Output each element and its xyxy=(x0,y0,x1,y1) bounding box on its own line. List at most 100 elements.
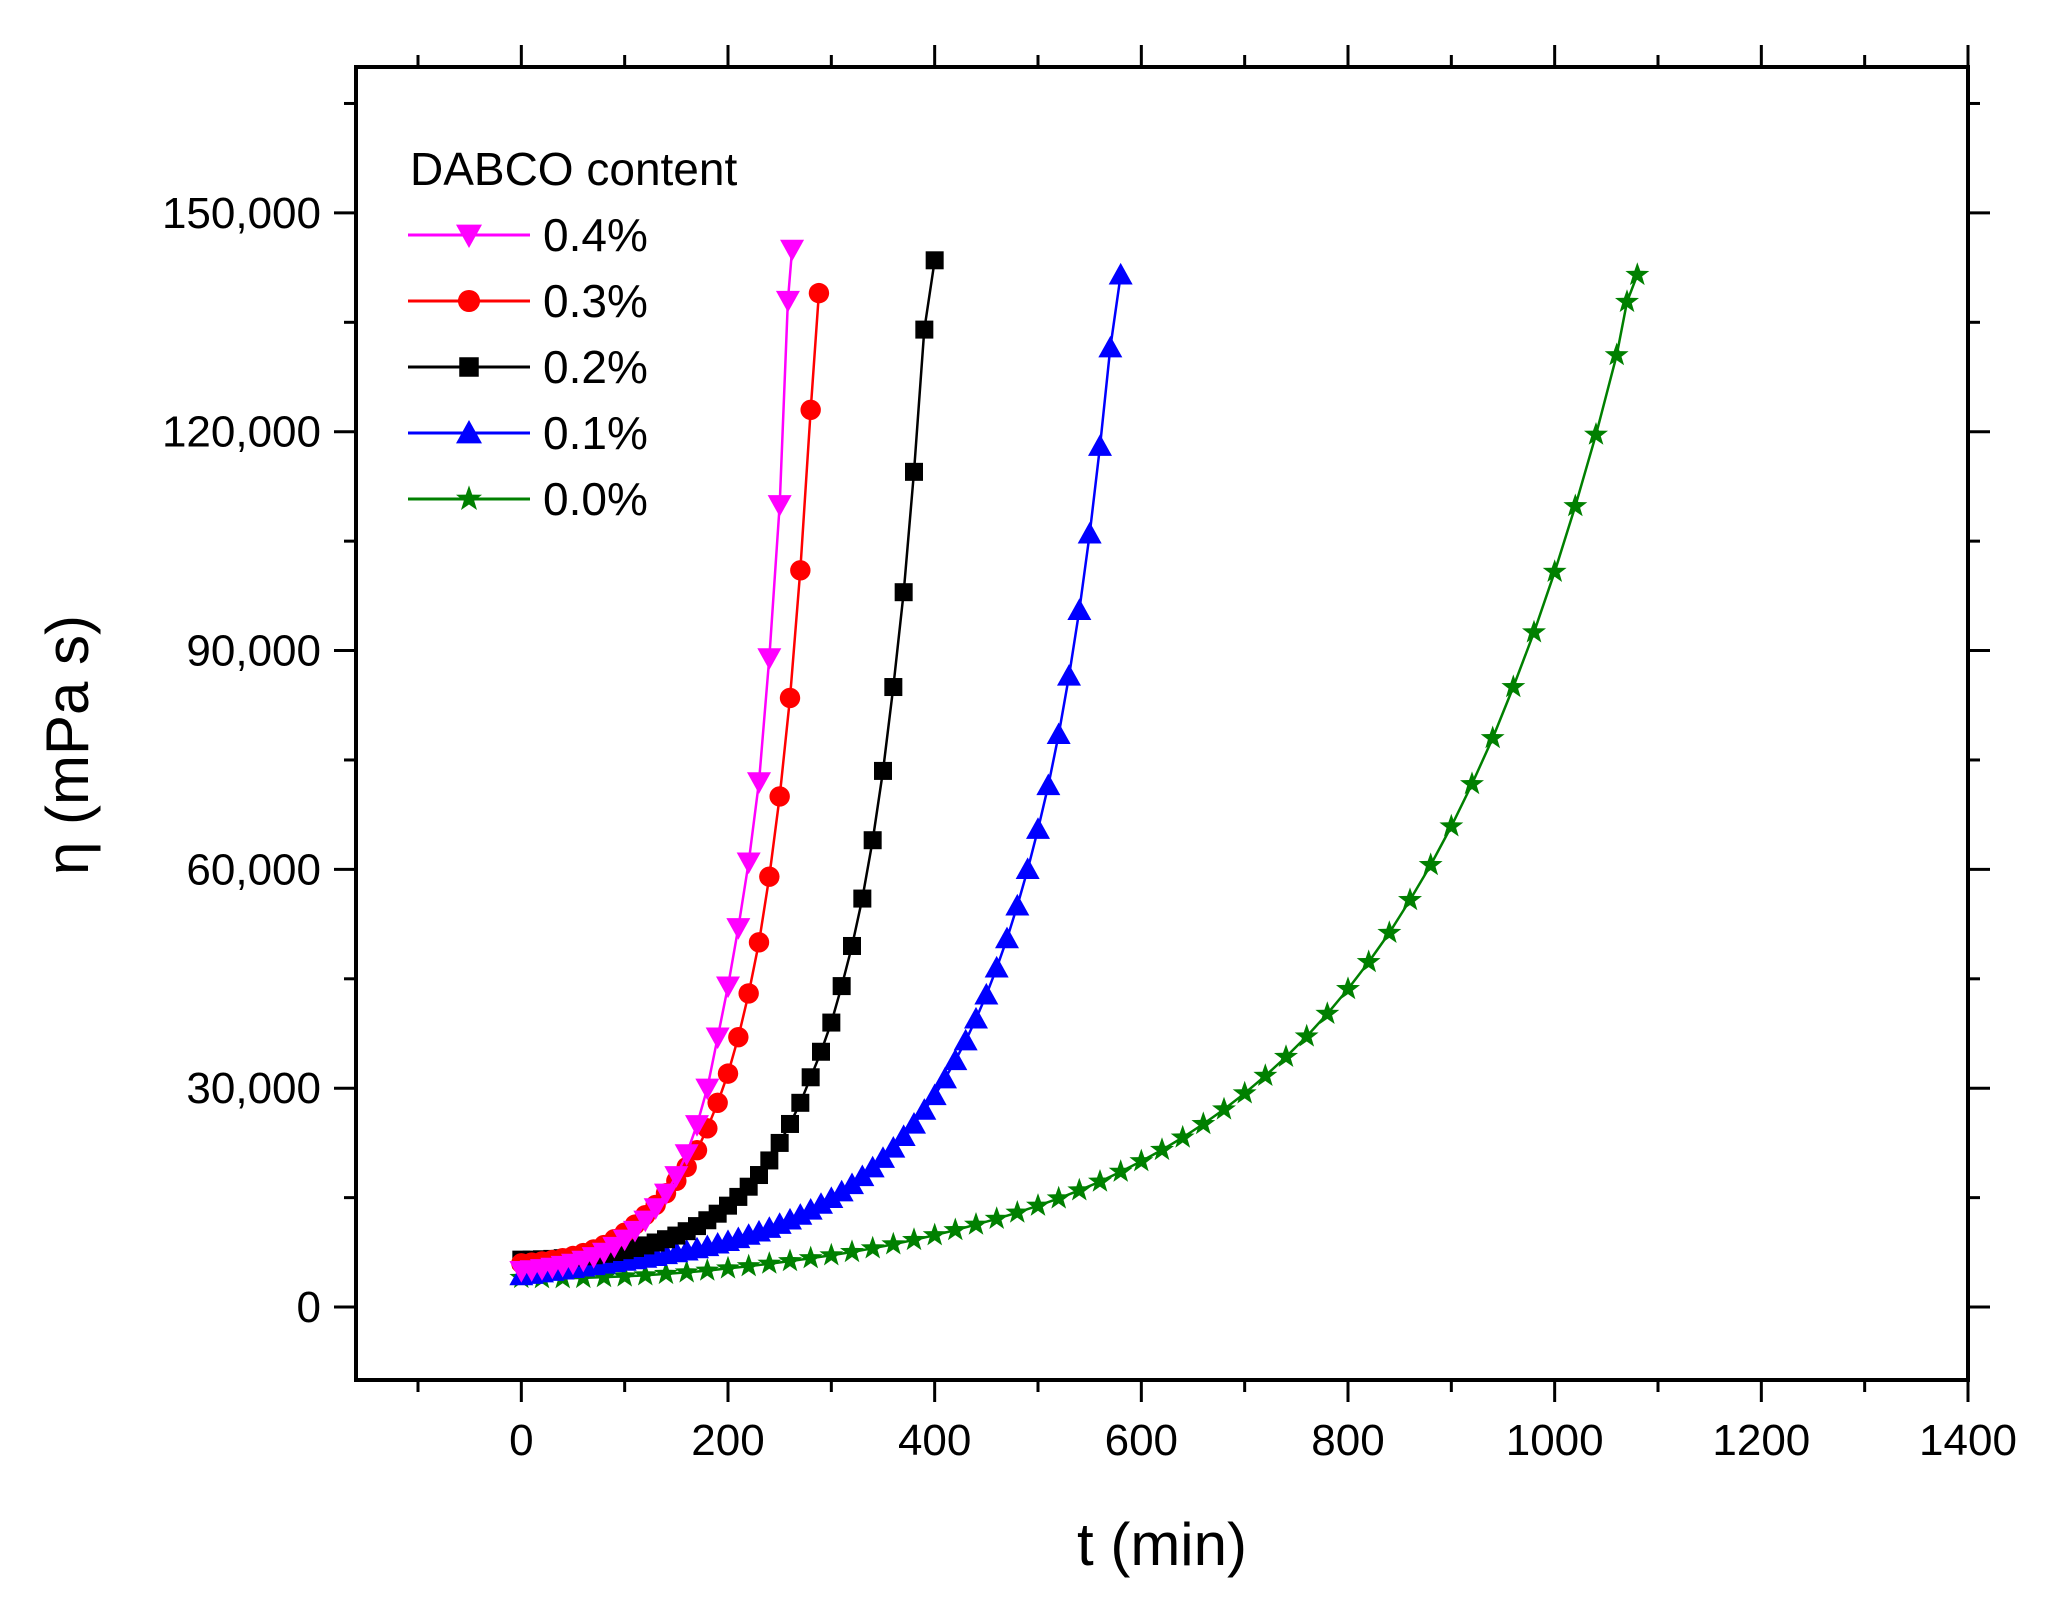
data-point xyxy=(912,1098,937,1120)
data-point xyxy=(922,1083,947,1106)
data-point xyxy=(984,955,1009,978)
x-tick-label: 600 xyxy=(1105,1416,1178,1465)
data-point xyxy=(809,1192,833,1214)
data-point xyxy=(775,290,800,313)
data-point xyxy=(1625,262,1650,286)
data-point xyxy=(654,1261,678,1285)
series-0-1pct xyxy=(509,262,1133,1286)
data-point xyxy=(592,1264,616,1288)
data-point xyxy=(1057,664,1081,686)
data-point xyxy=(623,1220,647,1243)
x-tick-label: 0 xyxy=(509,1416,533,1465)
data-point xyxy=(822,1013,841,1032)
data-point xyxy=(800,399,821,421)
data-point xyxy=(612,1263,637,1287)
data-point xyxy=(456,224,482,248)
series-0-2pct xyxy=(512,251,944,1269)
x-tick-label: 400 xyxy=(898,1416,971,1465)
data-point xyxy=(757,648,782,670)
data-point xyxy=(456,485,482,510)
data-point xyxy=(1088,1169,1112,1192)
data-point xyxy=(1005,1200,1030,1223)
legend-entry: 0.3% xyxy=(408,275,648,327)
data-point xyxy=(798,1245,823,1269)
data-point xyxy=(779,687,801,709)
data-point xyxy=(1584,422,1608,445)
data-point xyxy=(716,1255,740,1279)
data-point xyxy=(736,852,761,875)
data-point xyxy=(1067,1177,1092,1201)
data-point xyxy=(1026,817,1050,839)
data-point xyxy=(832,977,851,996)
data-point xyxy=(819,1186,844,1208)
y-tick-label: 90,000 xyxy=(186,627,321,676)
legend-entry: 0.2% xyxy=(408,341,648,393)
data-point xyxy=(791,1093,810,1112)
data-point xyxy=(750,1166,768,1185)
data-point xyxy=(905,462,923,481)
data-point xyxy=(757,1251,782,1274)
data-point xyxy=(812,1042,830,1061)
data-point xyxy=(705,1027,730,1050)
data-point xyxy=(459,357,479,377)
data-point xyxy=(891,1124,916,1146)
legend-title: DABCO content xyxy=(410,143,737,195)
data-point xyxy=(943,1048,968,1071)
legend-label: 0.0% xyxy=(543,473,648,525)
legend-entry: 0.1% xyxy=(408,407,648,459)
data-point xyxy=(863,831,882,850)
data-point xyxy=(1232,1080,1257,1104)
data-point xyxy=(1129,1148,1154,1172)
data-point xyxy=(456,420,482,444)
data-point xyxy=(747,772,771,794)
data-point xyxy=(995,926,1019,949)
data-point xyxy=(1150,1137,1174,1161)
data-point xyxy=(881,1136,906,1158)
legend: DABCO content 0.4% 0.3% 0.2% 0.1% 0.0% xyxy=(408,143,737,525)
legend-label: 0.1% xyxy=(543,407,648,459)
y-tick-label: 150,000 xyxy=(162,189,321,238)
data-point xyxy=(953,1028,978,1051)
data-point xyxy=(695,1258,720,1281)
legend-label: 0.2% xyxy=(543,341,648,393)
data-point xyxy=(840,1239,864,1263)
data-point xyxy=(933,1066,957,1089)
data-point xyxy=(1480,725,1505,749)
data-point xyxy=(925,251,944,270)
data-point xyxy=(1170,1124,1195,1148)
data-point xyxy=(716,976,740,999)
data-point xyxy=(767,495,792,517)
data-point xyxy=(1077,521,1102,544)
data-point xyxy=(770,1133,789,1152)
data-point xyxy=(1046,1185,1071,1209)
data-point xyxy=(1036,773,1061,796)
data-point xyxy=(717,1063,739,1084)
data-point xyxy=(1563,493,1588,517)
data-point xyxy=(1108,1159,1133,1182)
data-point xyxy=(902,1227,926,1251)
data-point xyxy=(780,239,805,262)
plot-frame xyxy=(354,65,1970,1382)
data-point xyxy=(1604,342,1629,366)
data-point xyxy=(728,1026,749,1048)
data-point xyxy=(1418,852,1443,876)
data-point xyxy=(884,678,903,697)
data-point xyxy=(1067,598,1092,621)
x-tick-label: 1000 xyxy=(1506,1416,1604,1465)
data-point xyxy=(1015,857,1040,879)
data-point xyxy=(843,936,861,955)
y-tick-label: 120,000 xyxy=(162,408,321,457)
data-point xyxy=(643,1198,668,1220)
data-point xyxy=(1046,722,1071,745)
series-line xyxy=(521,274,1639,1280)
series-0-0pct xyxy=(509,262,1650,1289)
data-point xyxy=(1098,335,1123,358)
data-point xyxy=(894,583,913,602)
data-point xyxy=(915,320,934,339)
data-point xyxy=(1253,1063,1278,1086)
data-point xyxy=(798,1198,823,1220)
data-point xyxy=(881,1231,906,1255)
data-point xyxy=(974,982,999,1005)
data-point xyxy=(654,1183,678,1206)
